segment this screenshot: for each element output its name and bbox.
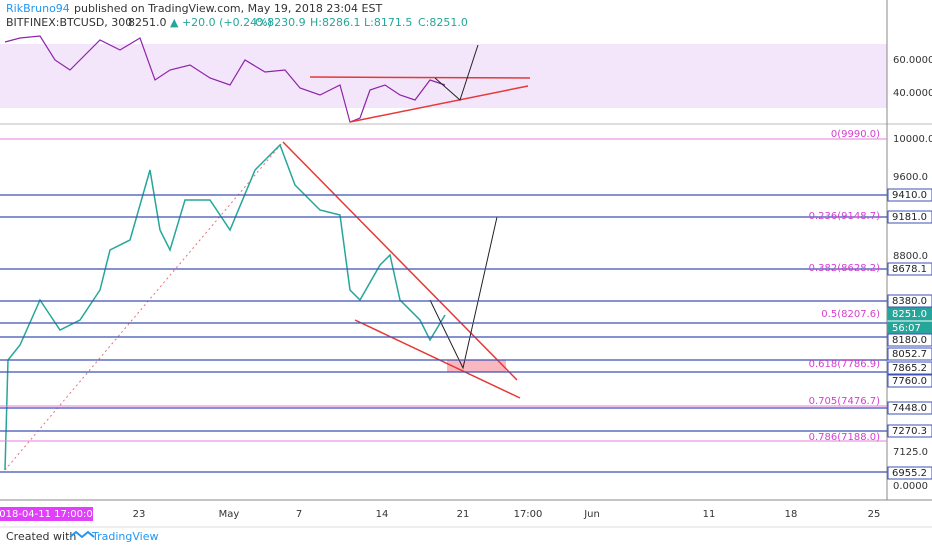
time-axis-label: 21 (457, 509, 470, 520)
price-level-label: 6955.2 (892, 468, 927, 479)
trendline (354, 319, 521, 399)
fib-label: 0(9990.0) (831, 129, 880, 140)
price-badge (887, 333, 932, 347)
brand[interactable]: TradingView (91, 530, 158, 543)
time-badge (0, 507, 93, 521)
arrow (434, 44, 479, 101)
fib-label: 0.5(8207.6) (821, 309, 880, 320)
price-level-label: 8380.0 (892, 296, 927, 307)
high: H:8286.1 (310, 16, 360, 29)
rsi-axis-label: 60.0000 (893, 55, 932, 66)
fib-label: 0.786(7188.0) (809, 432, 881, 443)
price-badge (887, 347, 932, 361)
time-axis-label: 23 (133, 509, 146, 520)
time-axis-label: 11 (703, 509, 716, 520)
price-badge (887, 294, 932, 308)
price-level-label: 9181.0 (892, 212, 927, 223)
logo (69, 530, 95, 539)
fib-label: 0.705(7476.7) (809, 396, 881, 407)
price-level-label: 7760.0 (892, 376, 927, 387)
price-level-label: 7865.2 (892, 363, 927, 374)
time-axis-label: May (219, 509, 240, 520)
close: C:8251.0 (418, 16, 468, 29)
price-axis-label: 10000.0 (893, 134, 932, 145)
price-level-label: 56:07 (892, 323, 921, 334)
time-axis-label: 14 (376, 509, 389, 520)
low: L:8171.5 (364, 16, 412, 29)
price-badge (887, 188, 932, 202)
published: published on TradingView.com, May 19, 20… (74, 2, 382, 15)
price-level-label: 9410.0 (892, 190, 927, 201)
rsi-line (4, 35, 446, 123)
price-badge (887, 466, 932, 480)
rsi-band (0, 44, 887, 108)
price-badge (887, 424, 932, 438)
symbol: BITFINEX:BTCUSD, 300 (6, 16, 132, 29)
fib-trend (4, 141, 284, 471)
price-axis-label: 7125.0 (893, 447, 928, 458)
change: ▲ +20.0 (+0.24%) (170, 16, 272, 29)
price-level-label: 7448.0 (892, 403, 927, 414)
price-badge (887, 210, 932, 224)
target-zone (447, 360, 506, 372)
time-axis-label: 2018-04-11 17:00:00 (0, 509, 99, 520)
time-axis-label: 18 (785, 509, 798, 520)
time-axis-label: Jun (583, 509, 600, 520)
created-with: Created with (6, 530, 76, 543)
rsi-axis-label: 40.0000 (893, 88, 932, 99)
trendline (282, 141, 518, 381)
price-axis-label: 0.0000 (893, 481, 928, 492)
price-level-label: 8678.1 (892, 264, 927, 275)
price-badge (887, 361, 932, 375)
time-axis-label: 17:00 (514, 509, 543, 520)
price-line (4, 143, 446, 471)
price-badge (887, 401, 932, 415)
last: 8251.0 (128, 16, 167, 29)
price-badge (887, 307, 932, 321)
fib-label: 0.618(7786.9) (809, 359, 881, 370)
price-level-label: 8052.7 (892, 349, 927, 360)
price-axis-label: 9600.0 (893, 172, 928, 183)
open: O:8230.9 (255, 16, 306, 29)
price-level-label: 8180.0 (892, 335, 927, 346)
price-level-label: 7270.3 (892, 426, 927, 437)
price-axis-label: 8800.0 (893, 251, 928, 262)
price-badge (887, 262, 932, 276)
trendline (309, 76, 531, 79)
price-badge (887, 374, 932, 388)
trendline (349, 85, 529, 123)
author[interactable]: RikBruno94 (6, 2, 70, 15)
time-axis-label: 25 (868, 509, 881, 520)
time-axis-label: 7 (296, 509, 302, 520)
price-level-label: 8251.0 (892, 309, 927, 320)
fib-label: 0.382(8628.2) (809, 263, 881, 274)
fib-label: 0.236(9148.7) (809, 211, 881, 222)
